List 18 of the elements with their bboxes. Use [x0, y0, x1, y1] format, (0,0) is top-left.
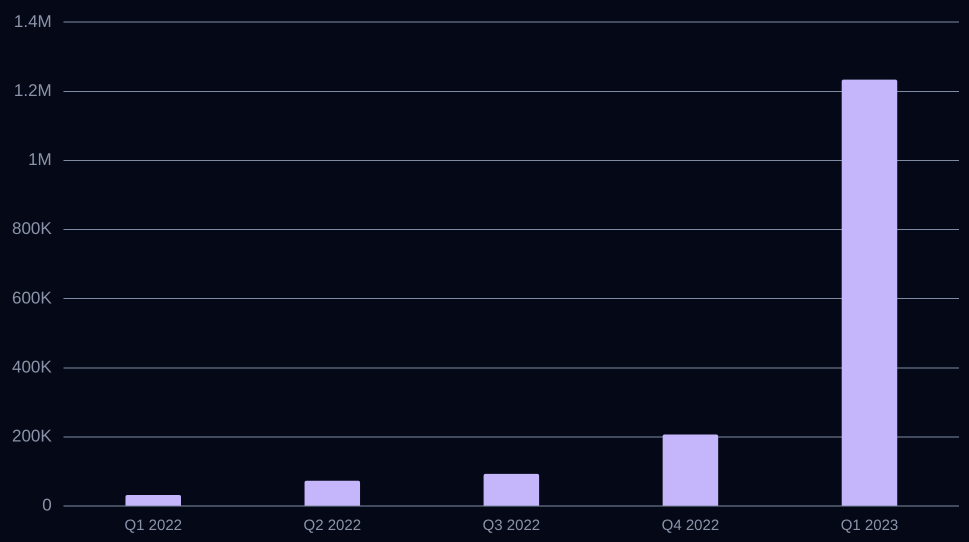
x-tick-label: Q2 2022: [304, 517, 362, 534]
y-tick-label: 1.4M: [14, 12, 52, 31]
x-tick-label: Q3 2022: [482, 517, 540, 534]
bar: [304, 480, 360, 506]
x-tick-label: Q4 2022: [662, 517, 720, 534]
y-tick-label: 200K: [12, 426, 52, 446]
y-tick-label: 800K: [12, 219, 52, 238]
y-tick-label: 400K: [12, 357, 52, 376]
y-tick-label: 600K: [12, 288, 52, 308]
bar: [662, 434, 718, 506]
bar: [125, 494, 181, 506]
y-tick-label: 1.2M: [14, 81, 52, 100]
x-tick-label: Q1 2022: [124, 517, 182, 534]
y-tick-label: 1M: [28, 150, 52, 170]
bar: [842, 80, 898, 506]
x-tick-label: Q1 2023: [840, 517, 898, 534]
bar: [484, 474, 540, 506]
y-tick-label: 0: [42, 496, 52, 515]
